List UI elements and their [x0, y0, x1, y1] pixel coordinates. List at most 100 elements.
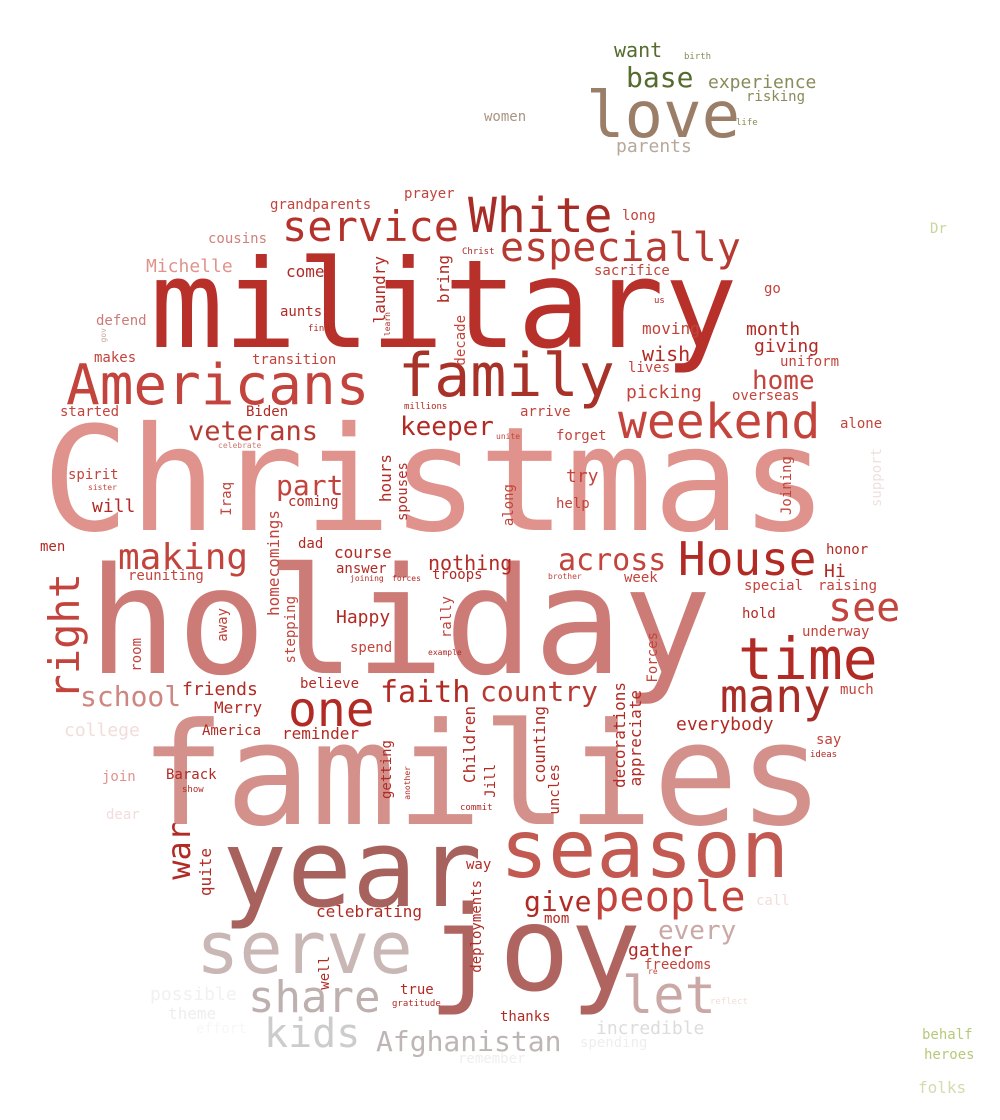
word: war	[160, 822, 198, 880]
word: hours	[376, 454, 395, 503]
word: ideas	[810, 750, 838, 760]
word: Forces	[645, 632, 661, 683]
word: Children	[460, 706, 479, 784]
word: well	[317, 956, 333, 990]
word: joy	[428, 880, 642, 1018]
word: home	[752, 366, 815, 396]
word: Americans	[66, 353, 370, 418]
word: away	[215, 608, 231, 642]
word: giving	[754, 336, 820, 357]
word: folks	[918, 1078, 967, 1097]
word: military	[150, 234, 738, 376]
word: defend	[96, 313, 147, 329]
word: week	[624, 570, 658, 586]
word: hold	[742, 606, 776, 622]
word: college	[64, 720, 140, 741]
word: people	[594, 872, 746, 921]
word: stepping	[283, 596, 299, 664]
word: time	[738, 625, 878, 693]
word: school	[80, 680, 182, 713]
word: try	[566, 466, 599, 487]
word: homecomings	[264, 510, 283, 616]
word: underway	[802, 624, 870, 640]
word: celebrating	[316, 902, 422, 921]
word: way	[466, 857, 492, 873]
word: another	[403, 766, 412, 800]
word: veterans	[188, 416, 319, 447]
word: families	[140, 693, 824, 858]
word: true	[400, 982, 434, 998]
word: forget	[556, 428, 607, 444]
word: joining	[350, 574, 384, 583]
word: counting	[530, 706, 549, 784]
word: men	[40, 539, 66, 555]
word: honor	[826, 542, 869, 558]
word: spirit	[68, 467, 119, 483]
word: heroes	[924, 1047, 975, 1063]
word: makes	[94, 350, 137, 366]
word: spend	[350, 640, 393, 656]
word: brother	[548, 572, 582, 581]
word: will	[92, 496, 136, 517]
word: see	[828, 585, 901, 631]
word: Afghanistan	[376, 1025, 562, 1058]
word: sister	[88, 483, 117, 492]
word: incredible	[596, 1018, 705, 1039]
word: prayer	[404, 186, 455, 202]
word: raising	[818, 578, 878, 594]
word: spouses	[395, 462, 411, 522]
word: Jill	[483, 764, 499, 798]
word: troops	[432, 567, 483, 583]
word: Iraq	[219, 482, 235, 516]
word: grandparents	[270, 197, 372, 213]
word: gov	[99, 328, 108, 343]
word: thanks	[500, 1009, 551, 1025]
word: give	[524, 885, 592, 918]
word: keeper	[400, 412, 494, 442]
word: everybody	[676, 714, 774, 735]
word: deployments	[469, 880, 485, 973]
word: find	[308, 324, 330, 334]
word: Christ	[462, 247, 495, 257]
word: Happy	[336, 607, 391, 628]
word: reflect	[710, 997, 748, 1007]
word: family	[398, 341, 615, 411]
word: moving	[642, 319, 700, 338]
word: come	[286, 262, 325, 281]
word: year	[222, 807, 483, 932]
word: reuniting	[128, 568, 204, 584]
word: Christmas	[42, 396, 828, 565]
word: us	[654, 296, 665, 306]
word: behalf	[922, 1027, 973, 1043]
word: spending	[580, 1035, 648, 1051]
word: country	[480, 675, 599, 708]
word: support	[869, 448, 885, 508]
word: unite	[496, 432, 521, 441]
word: life	[736, 118, 758, 128]
word: many	[720, 669, 831, 723]
word: mom	[544, 911, 570, 927]
word: kids	[264, 1011, 361, 1057]
word: uncles	[547, 764, 563, 815]
word: dear	[106, 807, 140, 823]
word: alone	[840, 416, 883, 432]
word: started	[60, 404, 120, 420]
word: women	[484, 109, 527, 125]
word: love	[586, 79, 741, 153]
word: lives	[628, 360, 671, 376]
word: believe	[300, 676, 360, 692]
word: faith	[380, 675, 471, 710]
word: one	[288, 682, 375, 738]
word: millions	[404, 402, 448, 412]
word: rally	[439, 596, 455, 639]
word: birth	[684, 52, 712, 62]
word: especially	[500, 225, 741, 271]
word: quite	[196, 848, 215, 897]
word: getting	[379, 740, 395, 800]
word: House	[678, 532, 817, 586]
word: aunts	[280, 304, 323, 320]
word: Joining	[779, 456, 795, 516]
word: across	[558, 543, 667, 578]
word: friends	[182, 679, 258, 700]
